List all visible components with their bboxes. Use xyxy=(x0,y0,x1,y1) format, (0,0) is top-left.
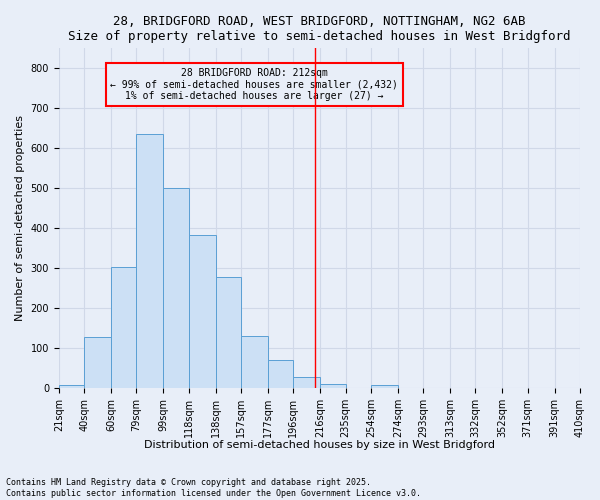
Bar xyxy=(136,134,163,388)
Bar xyxy=(111,268,136,388)
Bar xyxy=(59,385,84,388)
Bar xyxy=(293,378,320,388)
Y-axis label: Number of semi-detached properties: Number of semi-detached properties xyxy=(15,115,25,321)
Bar xyxy=(268,360,293,388)
Bar xyxy=(189,235,215,388)
Bar xyxy=(371,386,398,388)
Bar xyxy=(215,277,241,388)
Bar xyxy=(163,188,189,388)
Bar xyxy=(241,336,268,388)
X-axis label: Distribution of semi-detached houses by size in West Bridgford: Distribution of semi-detached houses by … xyxy=(144,440,495,450)
Text: 28 BRIDGFORD ROAD: 212sqm
← 99% of semi-detached houses are smaller (2,432)
1% o: 28 BRIDGFORD ROAD: 212sqm ← 99% of semi-… xyxy=(110,68,398,101)
Bar xyxy=(320,384,346,388)
Text: Contains HM Land Registry data © Crown copyright and database right 2025.
Contai: Contains HM Land Registry data © Crown c… xyxy=(6,478,421,498)
Bar xyxy=(84,337,111,388)
Title: 28, BRIDGFORD ROAD, WEST BRIDGFORD, NOTTINGHAM, NG2 6AB
Size of property relativ: 28, BRIDGFORD ROAD, WEST BRIDGFORD, NOTT… xyxy=(68,15,571,43)
